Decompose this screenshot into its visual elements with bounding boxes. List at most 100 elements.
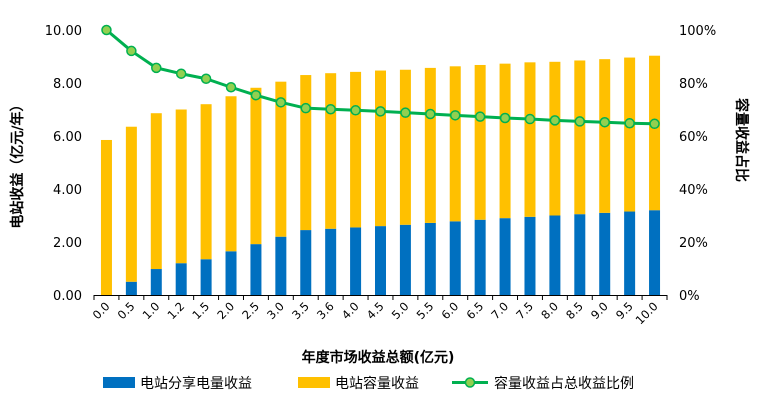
- x-tick-label: 6.5: [463, 299, 486, 322]
- bar-electricity-revenue: [175, 263, 187, 295]
- capacity-share-point: [599, 116, 610, 128]
- y-right-tick-label: 100%: [679, 24, 716, 39]
- capacity-share-point: [350, 105, 361, 116]
- bar-capacity-revenue: [549, 61, 561, 216]
- bar-capacity-revenue: [100, 139, 112, 295]
- x-tick-label: 4.5: [364, 299, 387, 322]
- y-left-tick-label: 6.00: [53, 130, 82, 145]
- bar-capacity-revenue: [399, 69, 411, 225]
- bar-capacity-revenue: [449, 66, 461, 222]
- bar-capacity-revenue: [524, 62, 536, 217]
- bar-capacity-revenue: [175, 109, 187, 264]
- bar-capacity-revenue: [125, 126, 137, 282]
- x-tick-label: 7.0: [488, 299, 511, 322]
- legend-label-electricity-revenue: 电站分享电量收益: [140, 375, 252, 392]
- x-tick-label: 3.0: [264, 299, 287, 322]
- bar-electricity-revenue: [599, 212, 611, 295]
- bar-electricity-revenue: [225, 251, 237, 295]
- x-tick-label: 4.0: [339, 299, 362, 322]
- y-left-tick-label: 8.00: [53, 77, 82, 92]
- x-tick-label: 8.0: [538, 299, 561, 322]
- bar-capacity-revenue: [325, 73, 337, 229]
- y-right-tick-label: 40%: [679, 183, 708, 198]
- capacity-share-point: [449, 110, 461, 121]
- capacity-share-point: [325, 103, 336, 115]
- x-tick-label: 10.0: [633, 299, 661, 327]
- capacity-share-point: [624, 118, 635, 129]
- bar-electricity-revenue: [474, 219, 486, 295]
- bar-electricity-revenue: [275, 236, 287, 295]
- legend-swatch-bar-blue: [103, 377, 135, 388]
- legend-swatch-marker: [464, 377, 476, 388]
- capacity-share-point: [574, 116, 586, 127]
- legend-label-capacity-revenue: 电站容量收益: [335, 375, 419, 392]
- y-right-tick-label: 20%: [679, 236, 708, 251]
- capacity-share-point: [425, 108, 436, 120]
- capacity-share-point: [474, 111, 486, 122]
- bar-electricity-revenue: [624, 211, 636, 295]
- y-left-tick-label: 4.00: [53, 183, 82, 198]
- capacity-share-point: [200, 73, 212, 85]
- bar-electricity-revenue: [424, 222, 436, 295]
- x-tick-label: 3.6: [314, 299, 337, 322]
- x-tick-label: 5.5: [414, 299, 437, 322]
- bar-electricity-revenue: [300, 230, 312, 295]
- y-axis-left-title: 电站收益（亿元/年）: [9, 97, 26, 228]
- y-left-tick-label: 10.00: [45, 24, 82, 39]
- x-tick-label: 0.5: [115, 299, 138, 322]
- legend: 电站分享电量收益 电站容量收益 容量收益占总收益比例: [103, 375, 634, 392]
- x-tick-label: 1.5: [189, 299, 212, 322]
- bar-electricity-revenue: [524, 216, 536, 295]
- x-tick-label: 3.5: [289, 299, 312, 322]
- capacity-share-point: [101, 24, 112, 36]
- bar-capacity-revenue: [624, 57, 636, 212]
- bar-electricity-revenue: [375, 226, 386, 295]
- x-tick-label: 1.2: [164, 299, 187, 322]
- bar-capacity-revenue: [250, 87, 262, 245]
- y-left-tick-label: 2.00: [53, 236, 82, 251]
- y-left-tick-label: 0.00: [53, 289, 82, 304]
- bar-capacity-revenue: [150, 113, 162, 270]
- capacity-share-point: [649, 118, 660, 130]
- x-tick-label: 6.0: [439, 299, 462, 322]
- capacity-share-point: [250, 89, 262, 101]
- bar-electricity-revenue: [499, 218, 511, 295]
- bar-capacity-revenue: [375, 70, 386, 227]
- capacity-share-point: [375, 106, 386, 117]
- y-right-tick-label: 60%: [679, 130, 708, 145]
- line-layer: [101, 24, 660, 130]
- bar-capacity-revenue: [275, 81, 287, 237]
- bar-capacity-revenue: [499, 63, 511, 219]
- y-axis-right-title: 容量收益占比: [733, 97, 750, 182]
- capacity-share-point: [175, 68, 187, 79]
- bar-capacity-revenue: [300, 75, 312, 231]
- bar-capacity-revenue: [574, 60, 586, 215]
- bar-capacity-revenue: [599, 59, 611, 213]
- bar-electricity-revenue: [250, 244, 262, 295]
- x-tick-label: 8.5: [563, 299, 586, 322]
- bar-capacity-revenue: [350, 71, 362, 228]
- bar-capacity-revenue: [225, 96, 237, 252]
- y-right-tick-label: 0%: [679, 289, 700, 304]
- x-tick-label: 0.0: [90, 299, 113, 322]
- bar-electricity-revenue: [399, 224, 411, 295]
- x-tick-label: 2.0: [214, 299, 237, 322]
- capacity-share-point: [524, 113, 536, 125]
- bar-electricity-revenue: [449, 221, 461, 295]
- capacity-share-point: [225, 81, 237, 93]
- x-axis-title: 年度市场收益总额(亿元): [302, 349, 455, 366]
- x-tick-label: 5.0: [389, 299, 412, 322]
- x-tick-label: 7.5: [513, 299, 536, 322]
- bars-layer: [100, 55, 661, 295]
- bar-electricity-revenue: [125, 281, 137, 295]
- capacity-share-point: [300, 102, 312, 114]
- bar-capacity-revenue: [200, 104, 212, 260]
- capacity-share-point: [151, 62, 162, 74]
- bar-capacity-revenue: [474, 64, 486, 220]
- x-tick-label: 9.5: [613, 299, 636, 322]
- axes-layer: [93, 295, 668, 300]
- capacity-share-point: [499, 112, 511, 124]
- bar-capacity-revenue: [649, 55, 661, 211]
